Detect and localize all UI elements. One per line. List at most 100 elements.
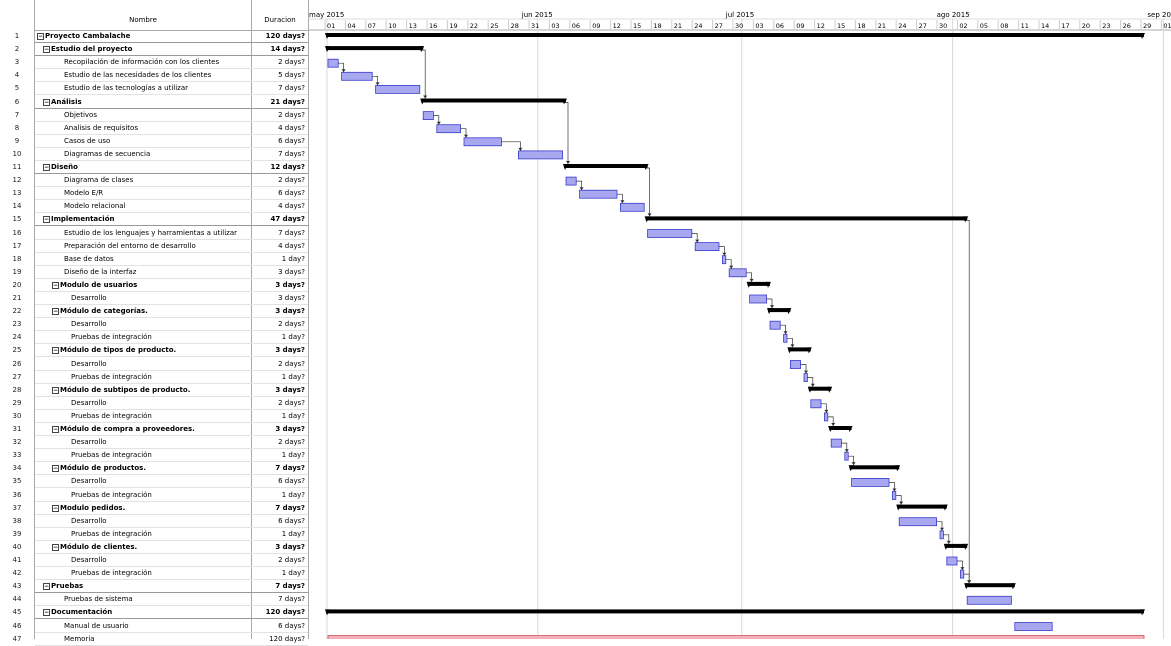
task-name[interactable]: Pruebas de integración — [37, 331, 283, 344]
task-row[interactable]: 28 − Módulo de subtipos de producto. 3 days… — [0, 384, 308, 397]
collapse-toggle-icon[interactable]: − — [52, 465, 59, 473]
task-name[interactable]: − Pruebas — [37, 580, 255, 593]
task-name[interactable]: Estudio de las necesidades de los client… — [37, 69, 276, 82]
task-row[interactable]: 27 Pruebas de integración 1 day? — [0, 371, 308, 384]
collapse-toggle-icon[interactable]: − — [43, 46, 50, 54]
task-name[interactable]: Diseño de la interfaz — [37, 266, 276, 279]
task-name[interactable]: Desarrollo — [37, 515, 283, 528]
task-name[interactable]: − Módulo de categorías. — [37, 305, 264, 318]
task-row[interactable]: 16 Estudio de los lenguajes y harramienta… — [0, 227, 308, 240]
task-name[interactable]: − Análisis — [37, 96, 255, 109]
task-name[interactable]: − Modulo pedidos. — [37, 502, 264, 515]
task-name[interactable]: Desarrollo — [37, 358, 283, 371]
task-name[interactable]: Pruebas de integración — [37, 489, 283, 502]
task-name[interactable]: Casos de uso — [37, 135, 276, 148]
task-row[interactable]: 15 − Implementación 47 days? — [0, 213, 308, 227]
column-header-name[interactable]: Nombre — [35, 0, 252, 31]
task-row[interactable]: 40 − Módulo de clientes. 3 days? — [0, 541, 308, 554]
collapse-toggle-icon[interactable]: − — [37, 33, 44, 40]
collapse-toggle-icon[interactable]: − — [52, 308, 59, 316]
task-row[interactable]: 30 Pruebas de integración 1 day? — [0, 410, 308, 423]
task-row[interactable]: 44 Pruebas de sistema 7 days? — [0, 593, 308, 607]
task-row[interactable]: 2 − Estudio del proyecto 14 days? — [0, 43, 308, 57]
task-row[interactable]: 37 − Modulo pedidos. 7 days? — [0, 502, 308, 515]
task-name[interactable]: Desarrollo — [37, 475, 283, 488]
task-name[interactable]: − Módulo de compra a proveedores. — [37, 423, 264, 436]
task-row[interactable]: 31 − Módulo de compra a proveedores. 3 days… — [0, 423, 308, 436]
task-row[interactable]: 7 Objetivos 2 days? — [0, 109, 308, 122]
collapse-toggle-icon[interactable]: − — [43, 583, 50, 591]
task-row[interactable]: 38 Desarrollo 6 days? — [0, 515, 308, 528]
task-row[interactable]: 17 Preparación del entorno de desarrollo 4… — [0, 240, 308, 253]
task-row[interactable]: 41 Desarrollo 2 days? — [0, 554, 308, 567]
task-row[interactable]: 43 − Pruebas 7 days? — [0, 580, 308, 594]
task-name[interactable]: Desarrollo — [37, 436, 283, 449]
task-name[interactable]: Diagrama de clases — [37, 174, 276, 187]
task-row[interactable]: 11 − Diseño 12 days? — [0, 161, 308, 174]
task-name[interactable]: Desarrollo — [37, 554, 283, 567]
task-row[interactable]: 19 Diseño de la interfaz 3 days? — [0, 266, 308, 279]
task-row[interactable]: 36 Pruebas de integración 1 day? — [0, 489, 308, 502]
collapse-toggle-icon[interactable]: − — [52, 386, 59, 394]
collapse-toggle-icon[interactable]: − — [52, 347, 59, 355]
task-name[interactable]: Modelo relacional — [37, 200, 276, 213]
task-row[interactable]: 6 − Análisis 21 days? — [0, 96, 308, 109]
task-name[interactable]: Recopilación de información con los clie… — [37, 56, 276, 69]
task-row[interactable]: 42 Pruebas de integración 1 day? — [0, 567, 308, 581]
task-row[interactable]: 22 − Módulo de categorías. 3 days? — [0, 305, 308, 319]
task-name[interactable]: − Módulo de tipos de producto. — [37, 344, 264, 357]
task-row[interactable]: 35 Desarrollo 6 days? — [0, 475, 308, 489]
task-name[interactable]: Analisis de requisitos — [37, 122, 276, 135]
collapse-toggle-icon[interactable]: − — [52, 281, 59, 289]
task-name[interactable]: − Diseño — [37, 161, 255, 174]
task-name[interactable]: Estudio de las tecnologías a utilizar — [37, 82, 276, 95]
task-row[interactable]: 24 Pruebas de integración 1 day? — [0, 331, 308, 345]
task-row[interactable]: 9 Casos de uso 6 days? — [0, 135, 308, 148]
task-name[interactable]: Manual de usuario — [37, 620, 276, 633]
task-row[interactable]: 34 − Módulo de productos. 7 days? — [0, 462, 308, 476]
task-row[interactable]: 39 Pruebas de integración 1 day? — [0, 528, 308, 541]
task-name[interactable]: − Implementación — [37, 213, 255, 226]
collapse-toggle-icon[interactable]: − — [52, 543, 59, 551]
task-name[interactable]: Base de datos — [37, 253, 276, 266]
task-row[interactable]: 1 − Proyecto Cambalache 120 days? — [0, 30, 308, 43]
task-row[interactable]: 20 − Modulo de usuarios 3 days? — [0, 279, 308, 292]
task-row[interactable]: 25 − Módulo de tipos de producto. 3 days? — [0, 344, 308, 358]
task-row[interactable]: 13 Modelo E/R 6 days? — [0, 187, 308, 201]
collapse-toggle-icon[interactable]: − — [43, 609, 50, 617]
collapse-toggle-icon[interactable]: − — [43, 216, 50, 224]
task-row[interactable]: 8 Analisis de requisitos 4 days? — [0, 122, 308, 135]
task-row[interactable]: 32 Desarrollo 2 days? — [0, 436, 308, 450]
collapse-toggle-icon[interactable]: − — [43, 164, 50, 171]
task-name[interactable]: − Proyecto Cambalache — [37, 30, 249, 43]
task-name[interactable]: Diagramas de secuencia — [37, 148, 276, 161]
task-row[interactable]: 14 Modelo relacional 4 days? — [0, 200, 308, 214]
task-name[interactable]: Desarrollo — [37, 318, 283, 331]
task-name[interactable]: − Estudio del proyecto — [37, 43, 255, 56]
task-name[interactable]: Preparación del entorno de desarrollo — [37, 240, 276, 253]
task-row[interactable]: 45 − Documentación 120 days? — [0, 606, 308, 620]
task-row[interactable]: 3 Recopilación de información con los cli… — [0, 56, 308, 70]
task-row[interactable]: 5 Estudio de las tecnologías a utilizar 7 … — [0, 82, 308, 96]
task-name[interactable]: Pruebas de integración — [37, 567, 283, 580]
task-name[interactable]: Pruebas de integración — [37, 371, 283, 384]
task-name[interactable]: − Módulo de subtipos de producto. — [37, 384, 264, 397]
collapse-toggle-icon[interactable]: − — [52, 426, 59, 433]
task-row[interactable]: 46 Manual de usuario 6 days? — [0, 620, 308, 633]
task-name[interactable]: − Documentación — [37, 606, 255, 619]
task-name[interactable]: Desarrollo — [37, 397, 283, 410]
task-name[interactable]: Pruebas de integración — [37, 449, 283, 462]
task-name[interactable]: Pruebas de integración — [37, 528, 283, 541]
task-name[interactable]: Pruebas de sistema — [37, 593, 276, 606]
collapse-toggle-icon[interactable]: − — [43, 98, 50, 106]
task-row[interactable]: 33 Pruebas de integración 1 day? — [0, 449, 308, 463]
task-row[interactable]: 4 Estudio de las necesidades de los clien… — [0, 69, 308, 83]
task-row[interactable]: 29 Desarrollo 2 days? — [0, 397, 308, 410]
task-row[interactable]: 23 Desarrollo 2 days? — [0, 318, 308, 332]
task-name[interactable]: − Módulo de productos. — [37, 462, 264, 475]
task-name[interactable]: − Módulo de clientes. — [37, 541, 264, 554]
task-name[interactable]: − Modulo de usuarios — [37, 279, 264, 292]
collapse-toggle-icon[interactable]: − — [52, 504, 59, 512]
task-row[interactable]: 26 Desarrollo 2 days? — [0, 358, 308, 371]
task-row[interactable]: 21 Desarrollo 3 days? — [0, 292, 308, 305]
